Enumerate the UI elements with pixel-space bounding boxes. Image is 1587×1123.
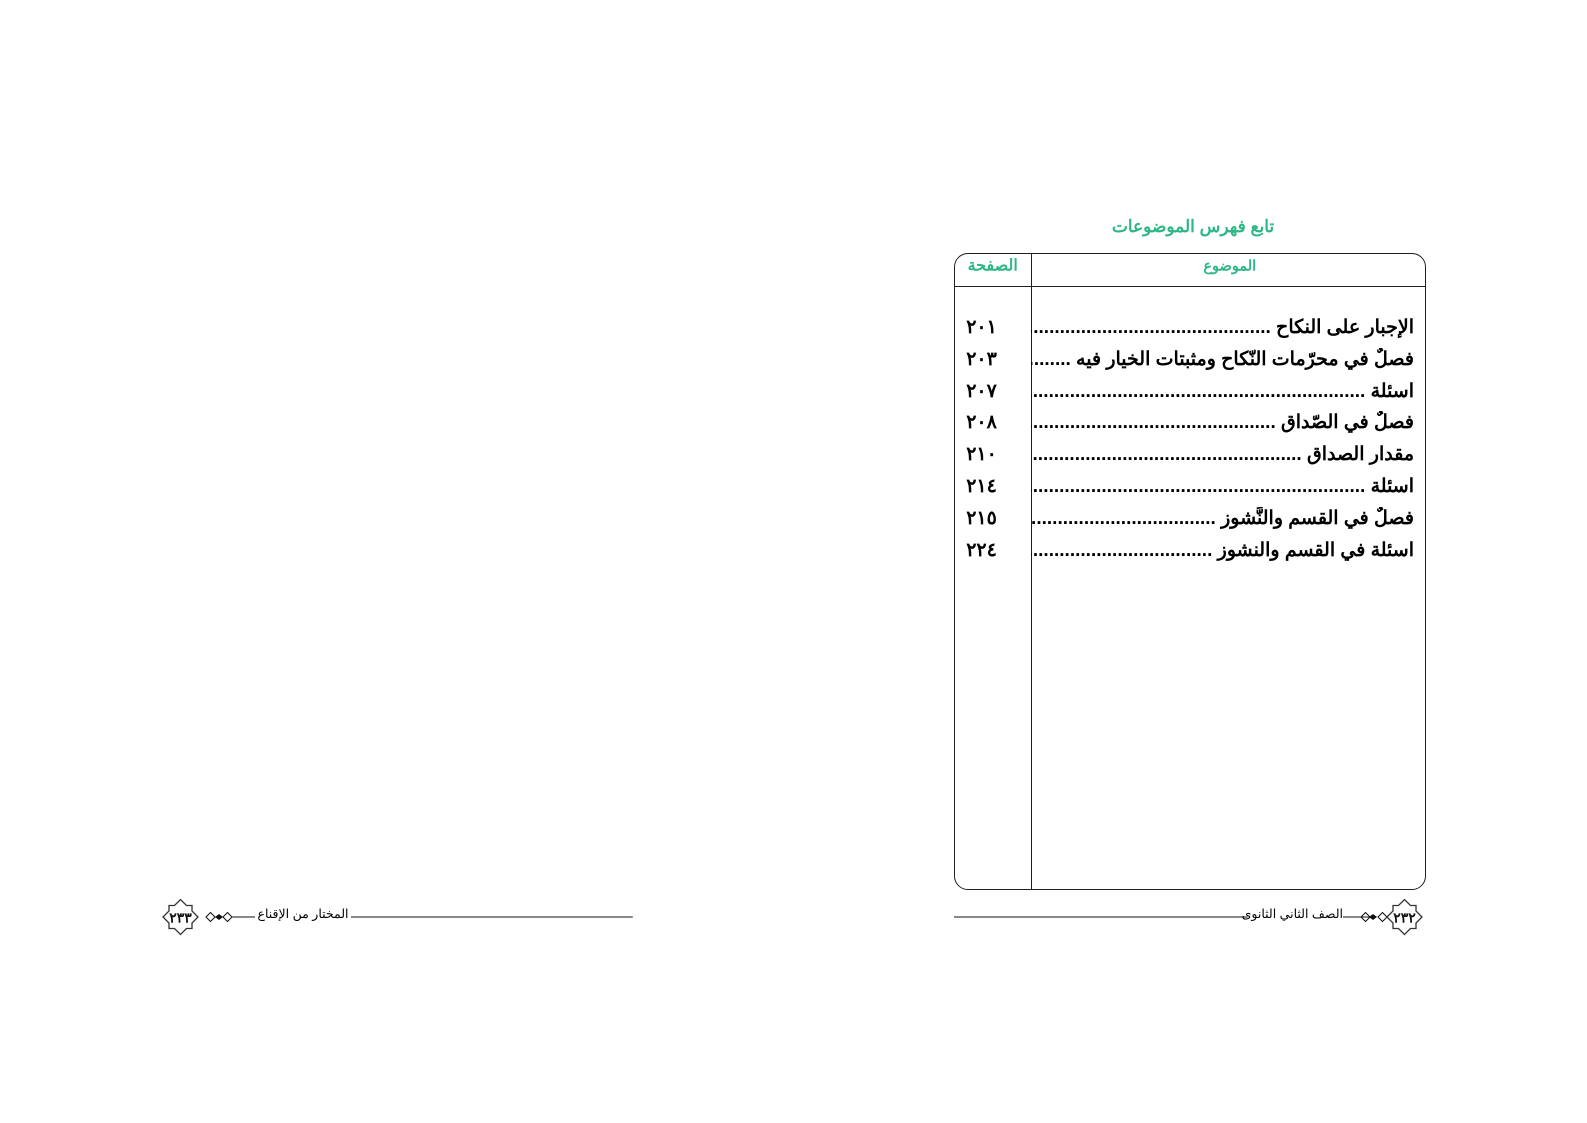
svg-text:٢٣٢: ٢٣٢ (1393, 910, 1416, 926)
